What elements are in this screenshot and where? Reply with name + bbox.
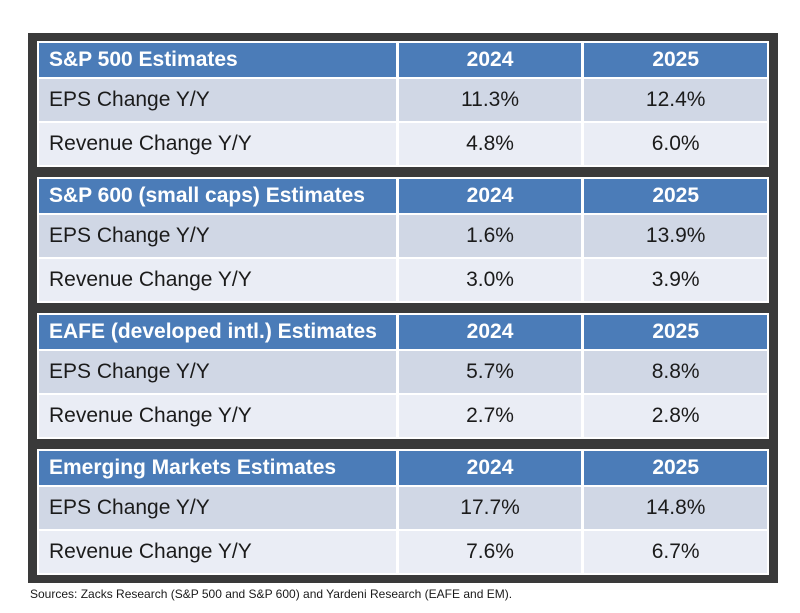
value-cell-2025: 6.7%	[584, 531, 767, 573]
table-row-revenue: Revenue Change Y/Y 4.8% 6.0%	[39, 123, 767, 165]
row-label-revenue: Revenue Change Y/Y	[39, 259, 396, 301]
table-row-eps: EPS Change Y/Y 1.6% 13.9%	[39, 215, 767, 257]
value-cell-2025: 12.4%	[584, 79, 767, 121]
value-cell-2024: 17.7%	[398, 487, 582, 529]
table-emerging-markets: Emerging Markets Estimates 2024 2025 EPS…	[37, 449, 769, 575]
table-title: EAFE (developed intl.) Estimates	[39, 315, 396, 349]
table-title: S&P 500 Estimates	[39, 43, 396, 77]
column-header-2024: 2024	[398, 315, 582, 349]
table-title: Emerging Markets Estimates	[39, 451, 396, 485]
value-cell-2025: 14.8%	[584, 487, 767, 529]
column-header-2025: 2025	[584, 315, 767, 349]
value-cell-2025: 3.9%	[584, 259, 767, 301]
table-header-row: EAFE (developed intl.) Estimates 2024 20…	[39, 315, 767, 349]
value-cell-2024: 2.7%	[398, 395, 582, 437]
row-label-eps: EPS Change Y/Y	[39, 215, 396, 257]
table-sp500: S&P 500 Estimates 2024 2025 EPS Change Y…	[37, 41, 769, 167]
value-cell-2025: 6.0%	[584, 123, 767, 165]
value-cell-2024: 5.7%	[398, 351, 582, 393]
row-label-eps: EPS Change Y/Y	[39, 487, 396, 529]
estimates-board: S&P 500 Estimates 2024 2025 EPS Change Y…	[28, 33, 778, 583]
table-row-eps: EPS Change Y/Y 17.7% 14.8%	[39, 487, 767, 529]
value-cell-2024: 7.6%	[398, 531, 582, 573]
value-cell-2025: 13.9%	[584, 215, 767, 257]
row-label-revenue: Revenue Change Y/Y	[39, 531, 396, 573]
table-row-revenue: Revenue Change Y/Y 7.6% 6.7%	[39, 531, 767, 573]
table-title: S&P 600 (small caps) Estimates	[39, 179, 396, 213]
table-row-revenue: Revenue Change Y/Y 3.0% 3.9%	[39, 259, 767, 301]
value-cell-2024: 1.6%	[398, 215, 582, 257]
row-label-revenue: Revenue Change Y/Y	[39, 395, 396, 437]
column-header-2025: 2025	[584, 43, 767, 77]
column-header-2024: 2024	[398, 179, 582, 213]
column-header-2024: 2024	[398, 43, 582, 77]
table-row-revenue: Revenue Change Y/Y 2.7% 2.8%	[39, 395, 767, 437]
row-label-eps: EPS Change Y/Y	[39, 351, 396, 393]
column-header-2025: 2025	[584, 451, 767, 485]
value-cell-2024: 3.0%	[398, 259, 582, 301]
table-header-row: S&P 500 Estimates 2024 2025	[39, 43, 767, 77]
column-header-2024: 2024	[398, 451, 582, 485]
table-row-eps: EPS Change Y/Y 11.3% 12.4%	[39, 79, 767, 121]
value-cell-2025: 2.8%	[584, 395, 767, 437]
table-row-eps: EPS Change Y/Y 5.7% 8.8%	[39, 351, 767, 393]
table-header-row: Emerging Markets Estimates 2024 2025	[39, 451, 767, 485]
row-label-eps: EPS Change Y/Y	[39, 79, 396, 121]
row-label-revenue: Revenue Change Y/Y	[39, 123, 396, 165]
table-sp600: S&P 600 (small caps) Estimates 2024 2025…	[37, 177, 769, 303]
value-cell-2024: 11.3%	[398, 79, 582, 121]
table-eafe: EAFE (developed intl.) Estimates 2024 20…	[37, 313, 769, 439]
value-cell-2024: 4.8%	[398, 123, 582, 165]
source-note: Sources: Zacks Research (S&P 500 and S&P…	[30, 587, 513, 601]
value-cell-2025: 8.8%	[584, 351, 767, 393]
column-header-2025: 2025	[584, 179, 767, 213]
table-header-row: S&P 600 (small caps) Estimates 2024 2025	[39, 179, 767, 213]
